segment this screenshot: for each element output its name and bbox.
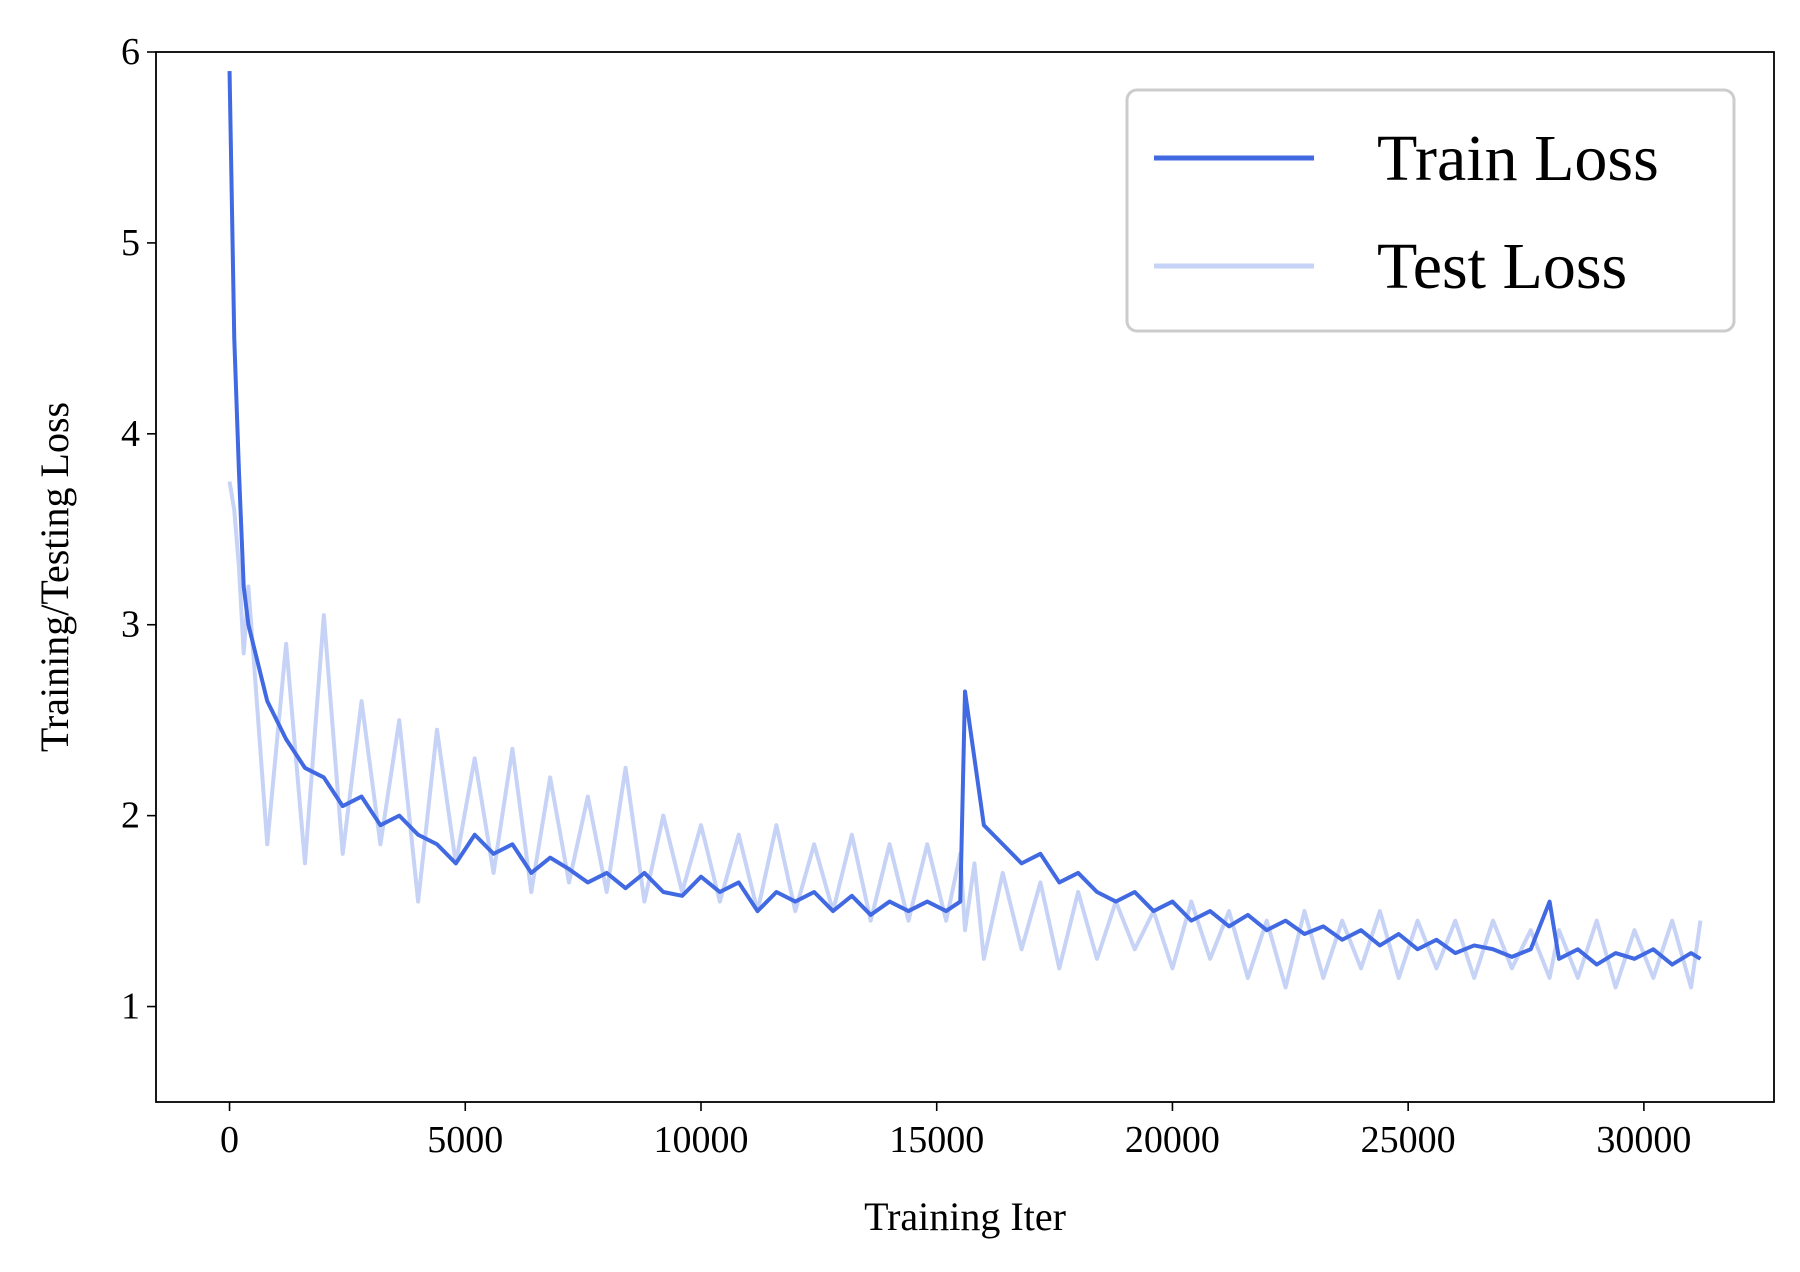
x-tick-label: 5000	[427, 1119, 503, 1161]
x-tick-label: 30000	[1596, 1119, 1691, 1161]
y-tick-label: 4	[121, 413, 140, 455]
legend-box	[1125, 88, 1736, 333]
x-tick-label: 10000	[653, 1119, 748, 1161]
y-tick-label: 6	[121, 31, 140, 73]
y-tick-label: 5	[121, 222, 140, 264]
x-axis-label: Training Iter	[864, 1194, 1066, 1239]
plot-frame	[155, 51, 1775, 1103]
y-tick-label: 2	[121, 795, 140, 837]
y-tick-label: 3	[121, 604, 140, 646]
x-tick-label: 25000	[1361, 1119, 1456, 1161]
y-axis-label: Training/Testing Loss	[32, 402, 77, 752]
legend-label: Train Loss	[1377, 122, 1659, 195]
x-tick-label: 0	[220, 1119, 239, 1161]
line-series	[227, 71, 1702, 967]
legend-label: Test Loss	[1377, 230, 1627, 303]
x-tick-label: 15000	[889, 1119, 984, 1161]
y-tick-label: 1	[121, 986, 140, 1028]
x-tick-label: 20000	[1125, 1119, 1220, 1161]
